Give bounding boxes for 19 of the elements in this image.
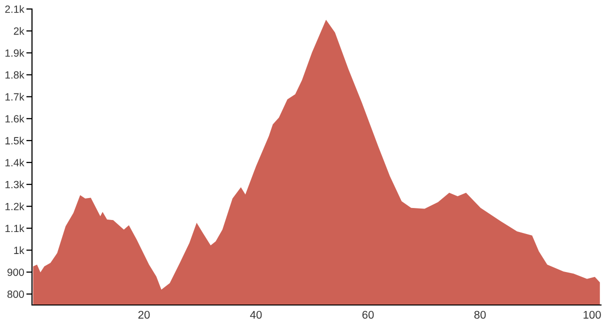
y-tick-label: 900 bbox=[7, 268, 24, 276]
y-tick-label: 1.5k bbox=[5, 136, 24, 144]
x-tick-label: 20 bbox=[138, 310, 150, 319]
y-tick-label: 2.1k bbox=[5, 5, 24, 13]
x-tick-label: 60 bbox=[362, 310, 374, 319]
y-tick-label: 800 bbox=[7, 290, 24, 298]
y-tick-label: 2k bbox=[14, 27, 24, 35]
x-tick-label: 40 bbox=[250, 310, 262, 319]
y-tick-label: 1.8k bbox=[5, 71, 24, 79]
y-tick-label: 1.7k bbox=[5, 92, 24, 100]
y-tick-label: 1.3k bbox=[5, 180, 24, 188]
y-tick-label: 1.1k bbox=[5, 224, 24, 232]
y-tick-label: 1.4k bbox=[5, 158, 24, 166]
x-tick-label: 80 bbox=[474, 310, 486, 319]
y-tick-label: 1k bbox=[14, 246, 24, 254]
y-tick-label: 1.2k bbox=[5, 202, 24, 210]
y-tick-label: 1.9k bbox=[5, 49, 24, 57]
x-tick-label: 100 bbox=[584, 310, 601, 319]
y-tick-label: 1.6k bbox=[5, 114, 24, 123]
